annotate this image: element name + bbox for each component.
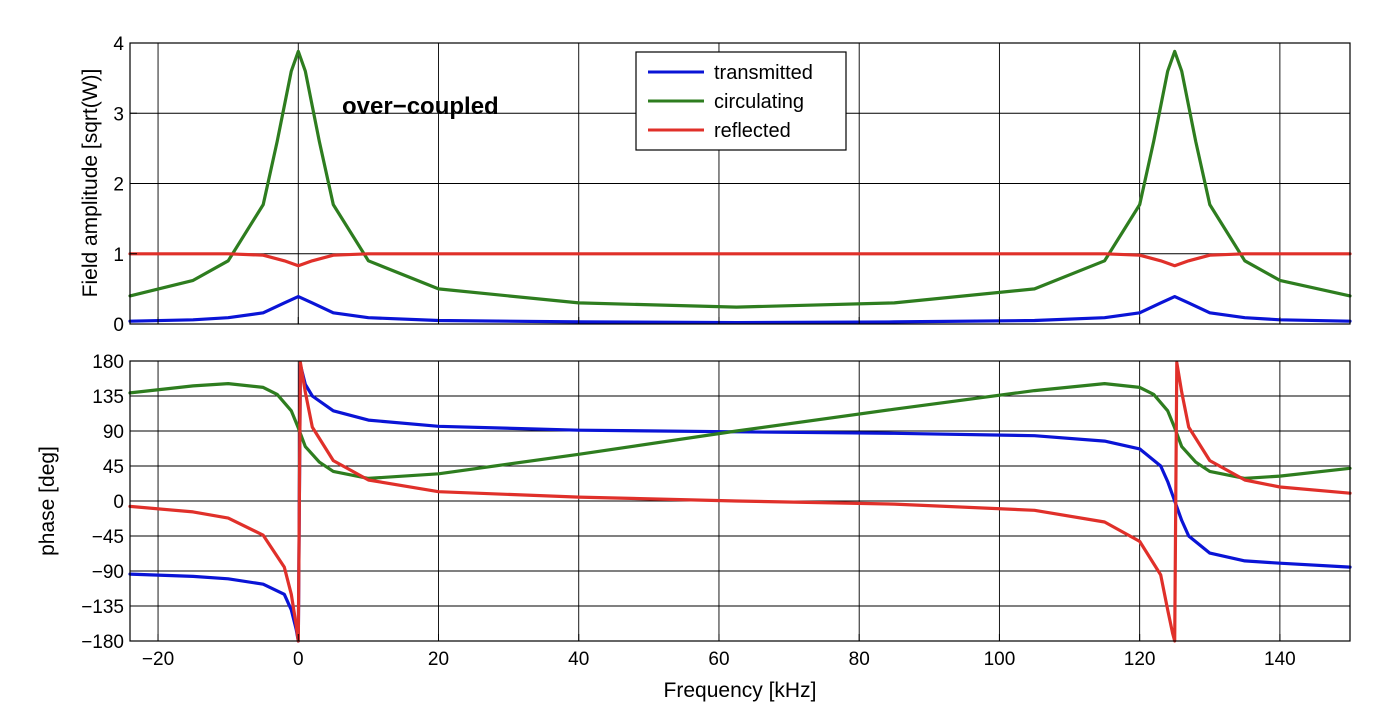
x-tick-label: 60 — [708, 649, 729, 670]
phase-series-circulating — [128, 382, 1352, 480]
phase-y-tick-label: 90 — [103, 422, 124, 443]
amplitude-y-label: Field amplitude [sqrt(W)] — [79, 69, 102, 298]
x-tick-label: 140 — [1264, 649, 1296, 670]
phase-y-tick-label: −180 — [81, 632, 124, 653]
phase-panel: −20 0 20 40 60 80 100 120 140 −180 −135 −90 −45 0 45 90… — [36, 352, 1352, 702]
amplitude-y-tick-label: 2 — [113, 175, 124, 196]
amplitude-y-tick-label: 1 — [113, 245, 124, 266]
x-tick-label: 120 — [1124, 649, 1156, 670]
phase-series-transmitted — [128, 363, 1352, 643]
phase-series — [128, 361, 1352, 643]
amplitude-panel: 0 1 2 3 4 Field amplitude [sqrt(W)] over−cou… — [79, 34, 1352, 336]
amplitude-series-circulating — [128, 49, 1352, 309]
amplitude-y-tick-label: 0 — [113, 315, 124, 336]
x-axis-label: Frequency [kHz] — [664, 679, 817, 702]
phase-series-reflected — [128, 361, 1352, 643]
x-tick-label: 40 — [568, 649, 589, 670]
amplitude-y-tick-label: 4 — [113, 34, 124, 55]
amplitude-series-transmitted — [128, 295, 1352, 325]
over-coupled-annotation: over−coupled — [342, 93, 499, 120]
phase-y-tick-label: 0 — [113, 492, 124, 513]
phase-y-tick-label: −135 — [81, 597, 124, 618]
x-tick-label: 20 — [428, 649, 449, 670]
phase-y-tick-label: −45 — [92, 527, 124, 548]
amplitude-series-reflected — [128, 252, 1352, 268]
amplitude-y-tick-label: 3 — [113, 104, 124, 125]
x-tick-label: −20 — [142, 649, 174, 670]
phase-y-label: phase [deg] — [36, 446, 59, 556]
phase-y-tick-label: 45 — [103, 457, 124, 478]
phase-y-tick-label: 180 — [92, 352, 124, 373]
amplitude-ticks: 0 1 2 3 4 — [113, 34, 1281, 336]
x-tick-label: 100 — [984, 649, 1016, 670]
phase-y-tick-label: 135 — [92, 387, 124, 408]
x-tick-label: 80 — [849, 649, 870, 670]
phase-ticks: −20 0 20 40 60 80 100 120 140 −180 −135 −90 −45 0 45 90… — [81, 352, 1296, 670]
phase-y-tick-label: −90 — [92, 562, 124, 583]
legend-label-circulating: circulating — [714, 91, 804, 113]
legend: transmitted circulating reflected — [635, 51, 847, 151]
legend-label-reflected: reflected — [714, 120, 791, 142]
x-tick-label: 0 — [293, 649, 304, 670]
legend-label-transmitted: transmitted — [714, 62, 813, 84]
amplitude-series — [128, 49, 1352, 325]
